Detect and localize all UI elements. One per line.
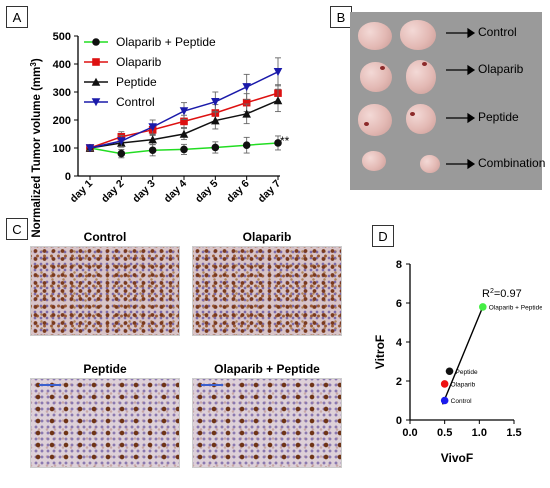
point-label: Control [451,398,473,405]
ihc-image-control [30,246,180,336]
data-point [117,137,126,146]
ihc-image-olaparib-peptide [192,378,342,468]
ihc-title-peptide: Peptide [83,362,127,376]
point-label: Olaparib + Peptide [489,304,542,311]
y-tick-label: 500 [53,31,71,43]
y-tick-label: 200 [53,115,71,127]
tumor-photo [350,12,542,190]
data-point [242,109,251,118]
ihc-title-control: Control [83,230,127,244]
tumor-control-1 [358,22,392,50]
panel-label-a: A [6,6,28,28]
data-point [85,144,95,153]
tumor-olaparib-2 [406,60,436,94]
panel-label-d: D [372,225,394,247]
ihc-title-olaparib: Olaparib [242,230,292,244]
scatter-point [440,396,449,405]
scale-bar [201,384,223,386]
y-tick-label: 6 [396,298,402,310]
x-tick-label: 0.0 [402,427,417,439]
legend-label: Peptide [116,75,157,89]
point-label: Peptide [456,369,478,376]
x-tick-label: day 3 [130,178,158,206]
x-tick-label: day 5 [193,178,221,206]
legend-label: Olaparib + Peptide [116,35,216,49]
x-tick-label: day 7 [256,178,284,206]
x-tick-label: day 6 [224,178,252,206]
y-tick-label: 400 [53,59,71,71]
tumor-combination-1 [362,151,386,171]
legend-marker [91,98,101,107]
x-tick-label: 1.5 [506,427,521,439]
y-tick-label: 0 [396,415,402,427]
significance-annotation: ** [280,134,290,148]
scatter-point [445,367,454,376]
ihc-image-peptide [30,378,180,468]
data-point [242,83,251,92]
tumor-volume-line-chart: Normalized Tumor volume (mm3) 0 100 200 300… [29,31,290,238]
data-point [211,98,220,107]
scatter-point [479,303,487,311]
data-point [273,96,283,105]
y-tick-label: 100 [53,143,71,155]
regression-line [441,306,484,405]
data-point [117,149,126,158]
y-tick-label: 4 [396,337,403,349]
ihc-title-olaparib-peptide: Olaparib + Peptide [214,362,320,376]
panel-label-c: C [6,218,28,240]
x-tick-label: 1.0 [472,427,487,439]
tumor-peptide-1 [358,104,392,136]
y-axis-label: Normalized Tumor volume (mm3) [29,58,43,238]
tumor-peptide-2 [406,104,436,134]
y-tick-label: 300 [53,87,71,99]
data-point [180,145,188,154]
data-point [242,98,251,107]
data-point [273,68,283,77]
tumor-label-olaparib: Olaparib [478,62,524,76]
x-tick-label: day 4 [162,178,190,206]
data-point [274,139,282,147]
tumor-label-peptide: Peptide [478,110,519,124]
r-squared-annotation: R2=0.97 [482,288,522,300]
data-point [211,116,220,125]
legend-label: Control [116,95,155,109]
scale-bar [39,384,61,386]
data-point [148,146,157,155]
x-tick-label: 0.5 [437,427,452,439]
legend-marker [92,58,100,66]
data-point [179,107,189,116]
tumor-label-control: Control [478,25,517,39]
tumor-label-combination: Combination [478,156,546,170]
data-point [148,123,157,132]
y-tick-label: 8 [396,259,402,271]
tumor-control-2 [400,20,436,50]
tumor-label-arrows [446,27,476,170]
legend-marker [91,77,101,86]
x-tick-label: day 1 [68,178,96,206]
scatter-point [440,380,449,388]
data-point [179,129,189,138]
tumor-combination-2 [420,155,440,173]
data-point [242,141,251,149]
y-tick-label: 0 [65,171,71,183]
data-point [148,135,157,144]
y-tick-label: 2 [396,376,402,388]
x-axis-label: VivoF [441,451,473,465]
y-axis-label: VitroF [373,335,387,369]
legend-marker [92,38,100,46]
legend-label: Olaparib [116,55,162,69]
data-point [180,117,188,126]
x-tick-label: day 2 [99,178,127,206]
data-point [211,143,220,152]
tumor-olaparib-1 [360,62,392,92]
point-label: Olaparib [451,381,476,388]
vivo-vitro-scatter-chart: VitroF VivoF R2=0.97 0 2 4 6 8 0.0 0.5 1.0 1.5 C… [373,259,542,465]
ihc-image-olaparib [192,246,342,336]
panel-label-b: B [330,6,352,28]
